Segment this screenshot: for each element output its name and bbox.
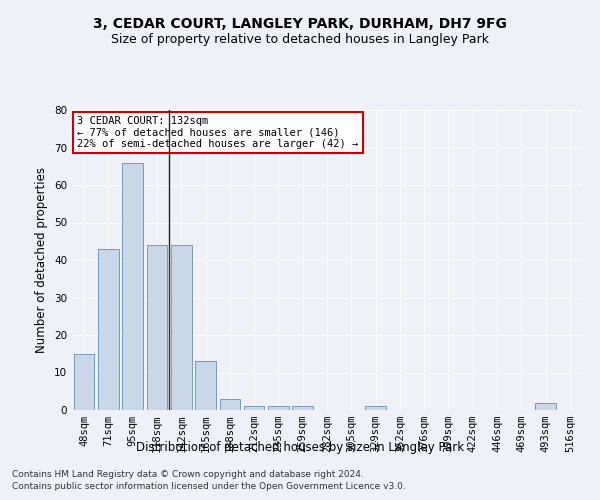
Bar <box>171 245 191 410</box>
Bar <box>365 406 386 410</box>
Bar <box>244 406 265 410</box>
Bar <box>268 406 289 410</box>
Text: 3 CEDAR COURT: 132sqm
← 77% of detached houses are smaller (146)
22% of semi-det: 3 CEDAR COURT: 132sqm ← 77% of detached … <box>77 116 358 149</box>
Bar <box>98 248 119 410</box>
Bar <box>122 162 143 410</box>
Bar <box>535 402 556 410</box>
Text: Size of property relative to detached houses in Langley Park: Size of property relative to detached ho… <box>111 32 489 46</box>
Text: Contains HM Land Registry data © Crown copyright and database right 2024.: Contains HM Land Registry data © Crown c… <box>12 470 364 479</box>
Y-axis label: Number of detached properties: Number of detached properties <box>35 167 49 353</box>
Bar <box>74 354 94 410</box>
Text: Contains public sector information licensed under the Open Government Licence v3: Contains public sector information licen… <box>12 482 406 491</box>
Text: Distribution of detached houses by size in Langley Park: Distribution of detached houses by size … <box>136 441 464 454</box>
Bar <box>220 399 240 410</box>
Bar <box>195 361 216 410</box>
Text: 3, CEDAR COURT, LANGLEY PARK, DURHAM, DH7 9FG: 3, CEDAR COURT, LANGLEY PARK, DURHAM, DH… <box>93 18 507 32</box>
Bar <box>146 245 167 410</box>
Bar <box>292 406 313 410</box>
